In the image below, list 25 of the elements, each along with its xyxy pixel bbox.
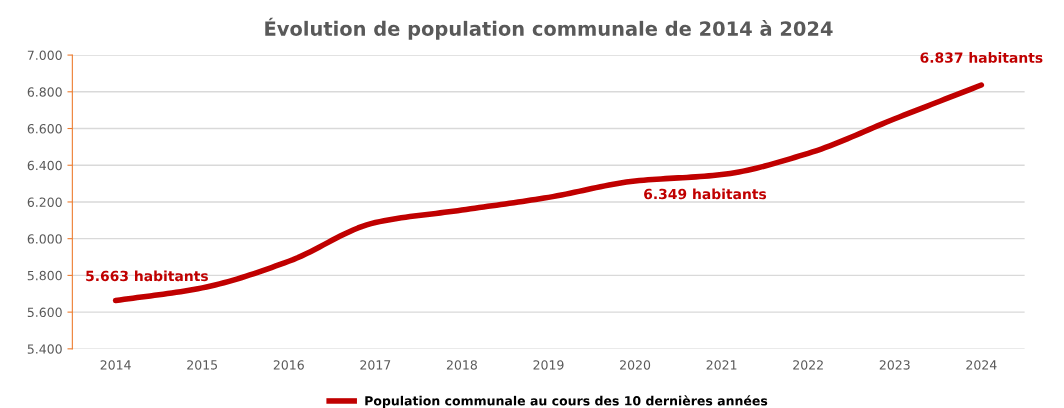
y-tick-label: 6.000 (27, 234, 62, 244)
data-label: 6.349 habitants (644, 188, 767, 200)
x-tick-label: 2024 (966, 360, 997, 370)
y-tick-label: 6.600 (27, 123, 62, 134)
x-tick-label: 2022 (793, 360, 823, 370)
y-tick-label: 6.800 (27, 87, 62, 97)
y-tick-label: 5.600 (27, 307, 62, 318)
x-tick-label: 2018 (446, 360, 477, 370)
x-tick-label: 2015 (187, 360, 218, 370)
x-tick-label: 2019 (533, 360, 564, 370)
data-label: 6.837 habitants (920, 52, 1043, 63)
y-tick-label: 5.800 (27, 270, 62, 281)
y-tick-label: 6.200 (27, 197, 62, 207)
y-tick-label: 6.400 (27, 160, 62, 171)
chart-title: Évolution de population communale de 2014 à 2024 (265, 17, 833, 40)
x-tick-label: 2016 (273, 360, 304, 370)
legend-label: Population communale au cours des 10 dernières années (365, 395, 768, 408)
data-label: 5.663 habitants (86, 270, 208, 282)
x-tick-label: 2023 (879, 360, 910, 370)
x-tick-label: 2020 (620, 360, 651, 370)
y-tick-label: 5.400 (27, 344, 62, 354)
y-tick-label: 7.000 (27, 50, 62, 61)
x-tick-label: 2021 (706, 360, 737, 370)
x-tick-label: 2017 (360, 360, 391, 370)
x-tick-label: 2014 (100, 360, 131, 370)
